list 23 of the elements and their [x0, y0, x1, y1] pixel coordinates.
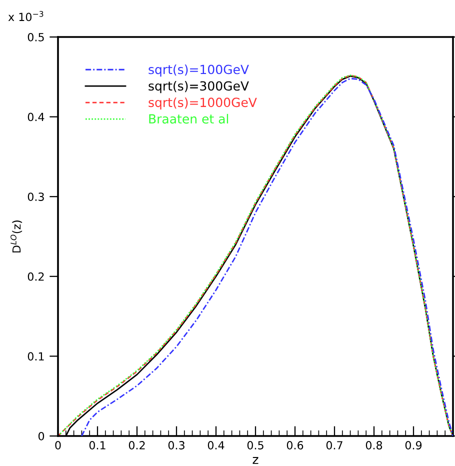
y-tick-label: 0.5: [28, 32, 44, 42]
y-tick-label: 0.2: [28, 272, 44, 281]
y-tick-label: 0.1: [28, 352, 44, 361]
y-axis-title: D$^{LO}$(z): [10, 220, 22, 252]
y-tick-label: 0.4: [28, 112, 44, 122]
y-tick-label: 0: [38, 432, 44, 440]
text: x 10$^{−3}$: [8, 10, 44, 22]
x-tick-label: 0.3: [168, 441, 184, 450]
x-tick-label: 0: [55, 441, 61, 450]
legend-label: sqrt(s)=300GeV: [148, 80, 249, 94]
x-tick-label: 0.6: [286, 441, 304, 450]
x-axis-title: z: [252, 457, 258, 464]
legend-label: Braaten et al: [149, 114, 228, 124]
x-tick-label: 0.8: [366, 441, 382, 450]
x-tick-label: 0.5: [247, 441, 264, 450]
x-tick-label: 0.4: [208, 441, 224, 450]
legend-label: sqrt(s)=100GeV: [148, 64, 249, 77]
y-tick-label: 0.3: [28, 192, 44, 201]
x-tick-label: 0.1: [89, 441, 106, 450]
x-tick-label: 0.9: [405, 441, 422, 450]
x-tick-label: 0.7: [326, 441, 342, 450]
x-tick-label: 0.2: [128, 441, 145, 450]
legend-label: sqrt(s)=1000GeV: [148, 97, 257, 110]
